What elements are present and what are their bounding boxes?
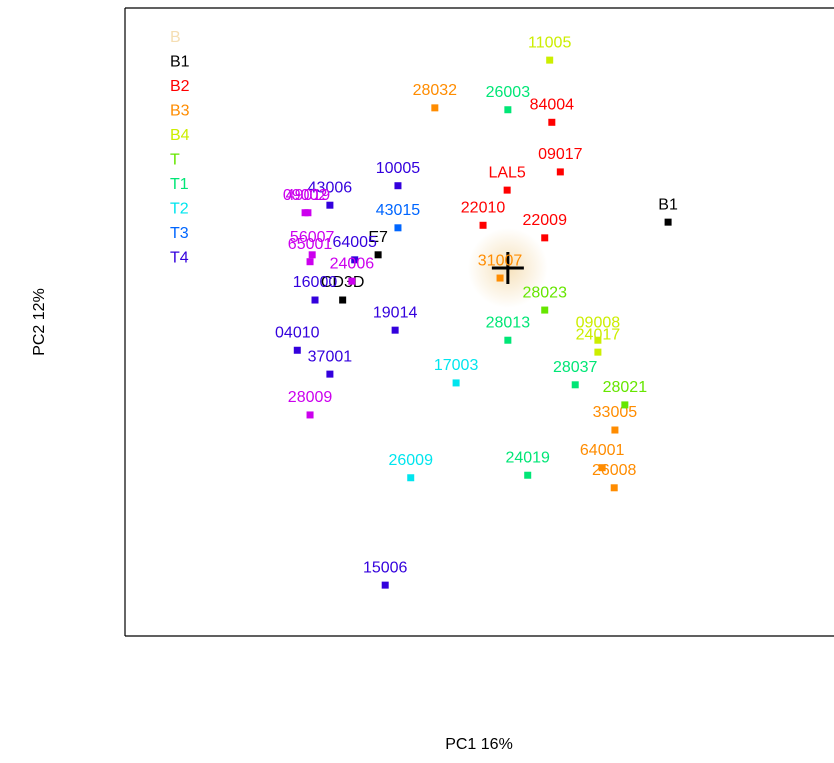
point-label: 09017	[538, 146, 583, 163]
point	[621, 401, 629, 409]
point	[598, 464, 606, 472]
x-axis-label: PC1 16%	[445, 736, 513, 753]
legend-entry: B2	[170, 78, 190, 95]
point	[407, 474, 415, 482]
point-label: 26008	[592, 462, 637, 479]
point	[594, 336, 602, 344]
legend-entry: B	[170, 29, 181, 46]
point	[541, 234, 549, 242]
point	[431, 104, 439, 112]
point	[326, 201, 334, 209]
point-label: 24006	[330, 255, 375, 272]
point	[293, 346, 301, 354]
point-label: 31007	[478, 252, 523, 269]
point-label: 84004	[530, 97, 575, 114]
legend-entry: B1	[170, 54, 190, 71]
point	[339, 296, 347, 304]
point	[546, 56, 554, 64]
point	[351, 256, 359, 264]
point-label: 37001	[308, 348, 353, 365]
point-label: 04010	[275, 324, 320, 341]
point	[452, 379, 460, 387]
legend-entry: B3	[170, 103, 190, 120]
point-label: 28021	[603, 379, 648, 396]
point	[556, 168, 564, 176]
point	[548, 118, 556, 126]
point	[391, 326, 399, 334]
point-label: 15006	[363, 559, 408, 576]
point-label: 17003	[434, 357, 479, 374]
point-label: 10005	[376, 160, 421, 177]
point	[381, 581, 389, 589]
point-label: 11005	[528, 34, 571, 51]
point	[374, 251, 382, 259]
point-label: 28009	[288, 389, 333, 406]
point-label: 28037	[553, 359, 598, 376]
point-label: E7	[368, 229, 388, 246]
point	[304, 209, 312, 217]
point-label: 64005	[332, 234, 377, 251]
point-label: 24017	[576, 326, 621, 343]
point	[610, 484, 618, 492]
point-label: 56007	[290, 229, 335, 246]
point	[308, 251, 316, 259]
point-label: 43015	[376, 202, 421, 219]
point-label: 28032	[413, 82, 458, 99]
legend-entry: T1	[170, 176, 189, 193]
plot-frame	[124, 7, 834, 637]
point-label: 24019	[505, 449, 550, 466]
point-label: 65001	[288, 236, 333, 253]
point-label: 64001	[580, 442, 625, 459]
legend-entry: T3	[170, 225, 189, 242]
point-label: 28013	[486, 314, 531, 331]
point-label: 22009	[522, 212, 567, 229]
point	[311, 296, 319, 304]
point-label: 26009	[388, 452, 433, 469]
point-label: 26003	[486, 84, 531, 101]
point	[306, 411, 314, 419]
point-label: 28023	[522, 284, 567, 301]
point-label: 16000	[293, 274, 338, 291]
point-label: LAL5	[488, 164, 525, 181]
point	[524, 471, 532, 479]
point	[479, 221, 487, 229]
point	[571, 381, 579, 389]
point	[594, 348, 602, 356]
y-axis-label: PC2 12%	[31, 288, 48, 356]
point	[496, 274, 504, 282]
point	[326, 370, 334, 378]
point-label: 09008	[576, 314, 621, 331]
point-label: 49019	[286, 187, 331, 204]
point-label: 33005	[593, 404, 638, 421]
point	[504, 106, 512, 114]
legend-entry: B4	[170, 127, 190, 144]
legend-entry: T2	[170, 201, 189, 218]
point	[306, 258, 314, 266]
centroid-marker	[491, 251, 524, 284]
point	[664, 218, 672, 226]
point	[394, 182, 402, 190]
point	[348, 277, 356, 285]
point	[504, 336, 512, 344]
point-label: 22010	[461, 200, 506, 217]
point	[611, 426, 619, 434]
point-label: 43006	[308, 179, 353, 196]
point-label: 09002	[283, 187, 328, 204]
legend-entry: T	[170, 152, 180, 169]
point	[541, 306, 549, 314]
point-label: B1	[658, 196, 678, 213]
legend-entry: T4	[170, 250, 189, 267]
point-label: 19014	[373, 304, 418, 321]
point	[503, 186, 511, 194]
point	[394, 224, 402, 232]
